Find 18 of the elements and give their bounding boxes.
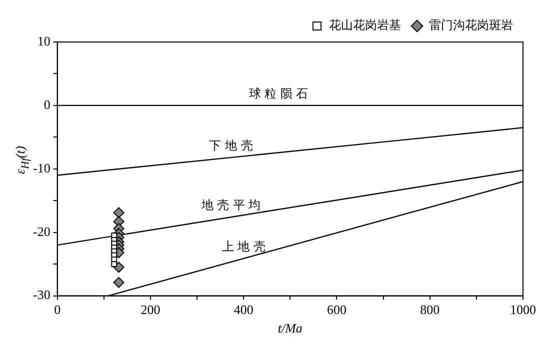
x-tick-label: 200 bbox=[140, 302, 160, 318]
x-tick-label: 800 bbox=[420, 302, 440, 318]
legend-label: 花山花岗岩基 bbox=[329, 18, 401, 32]
y-tick-label: -20 bbox=[32, 224, 50, 239]
y-tick-label: -10 bbox=[32, 160, 50, 176]
y-tick-label: -30 bbox=[32, 287, 50, 302]
y-tick-label: 10 bbox=[37, 33, 50, 48]
annotation: 上 地 壳 bbox=[222, 239, 266, 254]
x-axis-title: t/Ma bbox=[278, 320, 303, 336]
legend-label: 雷门沟花岗斑岩 bbox=[429, 18, 513, 32]
x-tick-label: 400 bbox=[234, 302, 254, 318]
annotation: 地 壳 平 均 bbox=[200, 198, 261, 212]
annotation: 球 粒 陨 石 bbox=[248, 86, 308, 101]
x-tick-label: 1000 bbox=[510, 302, 536, 318]
annotation: 下 地 壳 bbox=[209, 138, 253, 153]
x-tick-label: 600 bbox=[326, 302, 346, 318]
y-tick-label: 0 bbox=[44, 96, 50, 112]
x-tick-label: 0 bbox=[54, 302, 61, 318]
